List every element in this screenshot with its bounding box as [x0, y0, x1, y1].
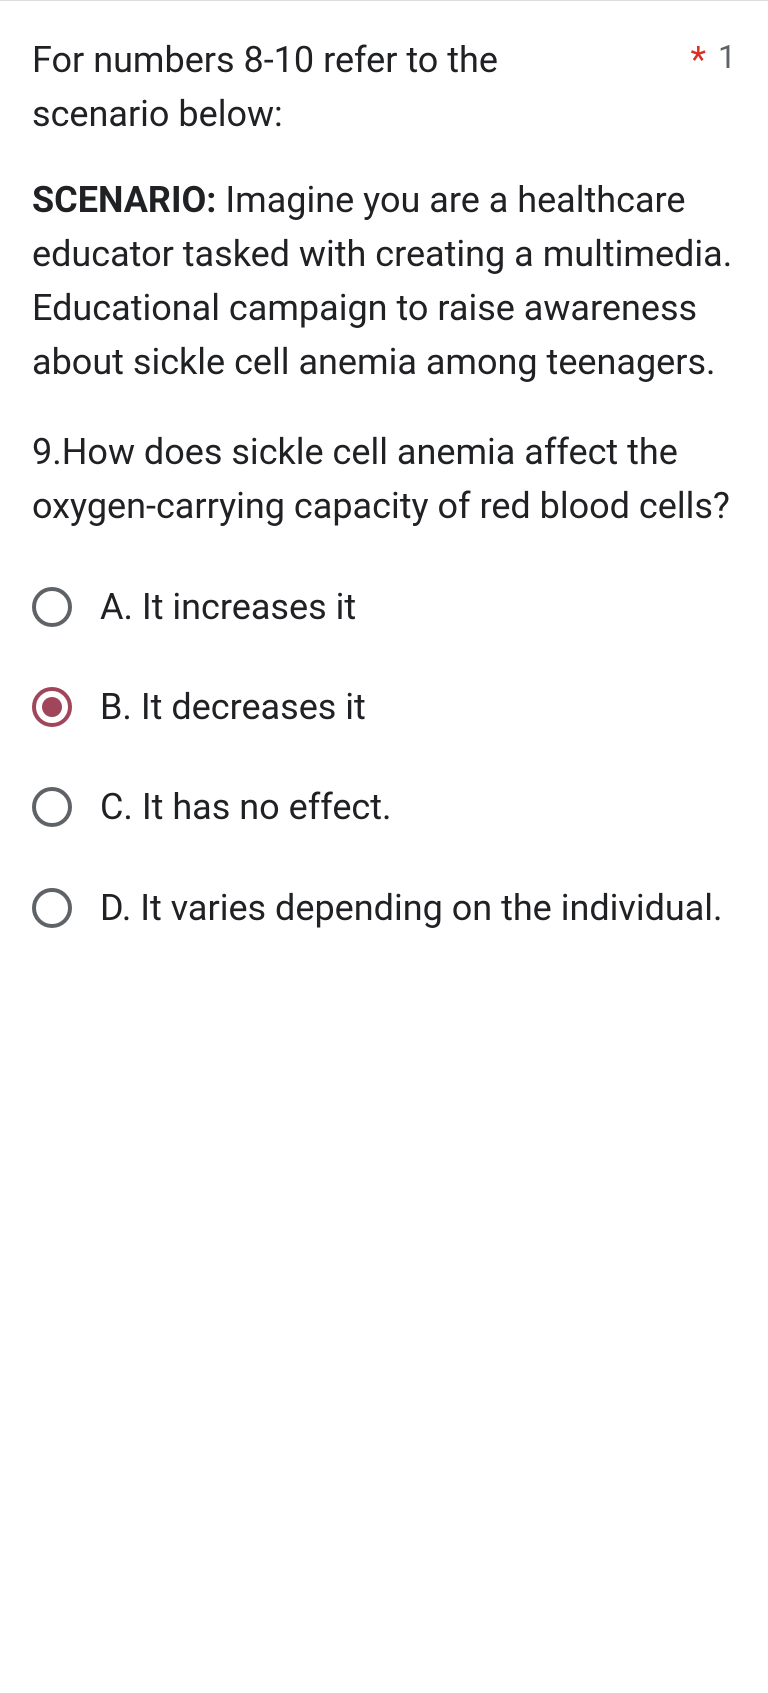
- scenario-label: SCENARIO:: [32, 179, 216, 221]
- radio-c[interactable]: [32, 787, 72, 827]
- question-card: For numbers 8-10 refer to the * 1 scenar…: [0, 0, 768, 974]
- option-b-label: B. It decreases it: [100, 681, 366, 733]
- radio-d[interactable]: [32, 888, 72, 928]
- radio-inner-icon: [42, 697, 62, 717]
- option-d-label: D. It varies depending on the individual…: [100, 882, 723, 934]
- header-title-line2: scenario below:: [32, 87, 736, 141]
- points-value: 1: [718, 33, 736, 81]
- option-a[interactable]: A. It increases it: [32, 581, 736, 633]
- required-indicator: *: [691, 33, 707, 87]
- option-d[interactable]: D. It varies depending on the individual…: [32, 882, 736, 934]
- question-header: For numbers 8-10 refer to the * 1 scenar…: [32, 33, 736, 141]
- question-text: 9.How does sickle cell anemia affect the…: [32, 425, 736, 533]
- scenario-block: SCENARIO: Imagine you are a healthcare e…: [32, 173, 736, 389]
- header-title-line1: For numbers 8-10 refer to the: [32, 33, 675, 87]
- radio-b[interactable]: [32, 687, 72, 727]
- option-a-label: A. It increases it: [100, 581, 356, 633]
- radio-a[interactable]: [32, 587, 72, 627]
- options-group: A. It increases it B. It decreases it C.…: [32, 581, 736, 934]
- option-b[interactable]: B. It decreases it: [32, 681, 736, 733]
- option-c-label: C. It has no effect.: [100, 781, 392, 833]
- option-c[interactable]: C. It has no effect.: [32, 781, 736, 833]
